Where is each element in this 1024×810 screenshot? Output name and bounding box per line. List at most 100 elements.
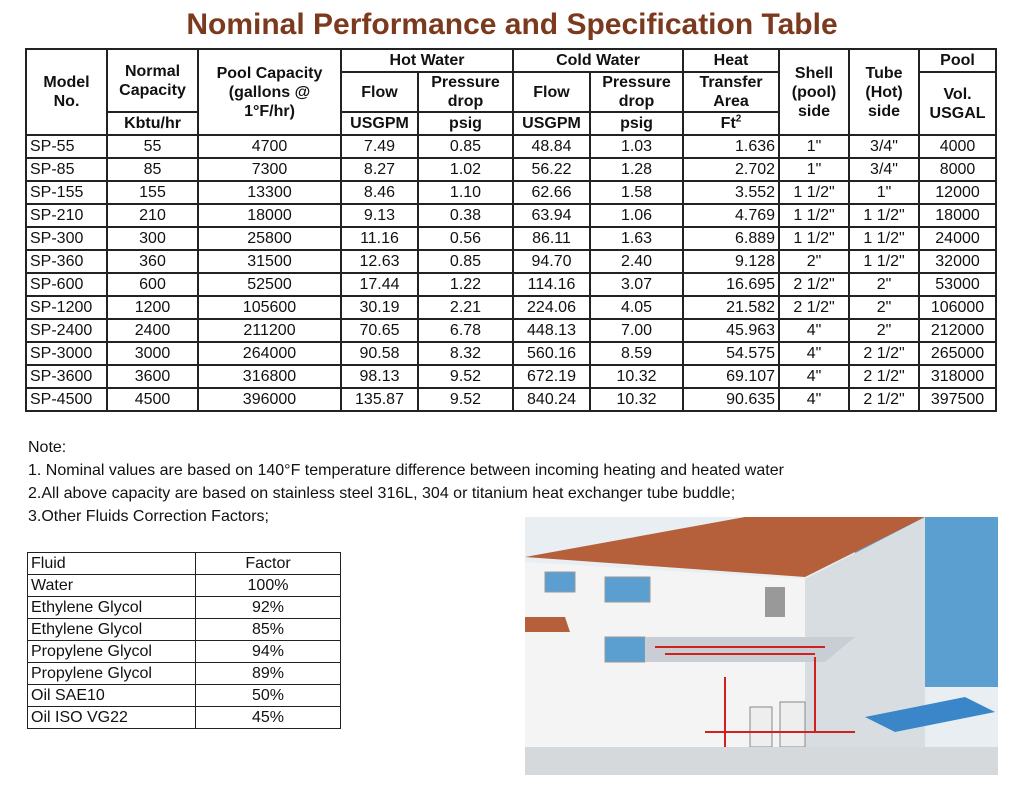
unit-ft-sup: 2 <box>735 113 742 125</box>
specification-table: Model No. Normal Capacity Pool Capacity … <box>25 48 998 412</box>
cell-hot-pressure: 9.52 <box>417 387 514 412</box>
cell-tube-side: 1 1/2" <box>848 226 921 251</box>
cell-cold-flow: 224.06 <box>512 295 591 320</box>
cell-factor: 94% <box>195 640 341 663</box>
cell-cold-pressure: 7.00 <box>588 318 685 343</box>
house-heating-illustration <box>525 517 998 775</box>
fluid-row: Propylene Glycol 94% <box>27 640 341 663</box>
cell-hot-pressure: 2.21 <box>417 295 514 320</box>
cell-cold-pressure: 1.28 <box>588 157 685 182</box>
cell-cold-flow: 86.11 <box>512 226 591 251</box>
cell-pool-vol: 12000 <box>918 180 998 205</box>
table-row: SP-155 155 13300 8.46 1.10 62.66 1.58 3.552 1 1/… <box>25 180 998 205</box>
cell-pool-capacity: 52500 <box>197 272 342 297</box>
note-3: 3.Other Fluids Correction Factors; <box>28 508 269 525</box>
cell-normal-capacity: 155 <box>106 180 199 205</box>
cell-tube-side: 3/4" <box>848 157 921 182</box>
fluid-row: Oil SAE10 50% <box>27 684 341 707</box>
cell-hot-flow: 70.65 <box>340 318 419 343</box>
cell-model: SP-1200 <box>25 295 108 320</box>
cell-hot-flow: 12.63 <box>340 249 419 274</box>
fluid-row: Ethylene Glycol 92% <box>27 596 341 619</box>
cell-pool-vol: 24000 <box>918 226 998 251</box>
cell-shell-side: 4" <box>778 318 851 343</box>
cell-hot-flow: 8.27 <box>340 157 419 182</box>
header-cold-water: Cold Water <box>511 48 685 73</box>
cell-tube-side: 1" <box>848 180 921 205</box>
cell-cold-pressure: 3.07 <box>588 272 685 297</box>
cell-cold-pressure: 2.40 <box>588 249 685 274</box>
cell-factor: 89% <box>195 662 341 685</box>
cell-transfer-area: 9.128 <box>682 249 781 274</box>
cell-pool-vol: 106000 <box>918 295 998 320</box>
table-row: SP-600 600 52500 17.44 1.22 114.16 3.07 16.695 2… <box>25 272 998 297</box>
fluid-row: Propylene Glycol 89% <box>27 662 341 685</box>
cell-pool-vol: 212000 <box>918 318 998 343</box>
cell-cold-pressure: 1.58 <box>588 180 685 205</box>
notes-heading: Note: <box>28 439 67 456</box>
cell-transfer-area: 1.636 <box>682 134 781 159</box>
cell-tube-side: 1 1/2" <box>848 203 921 228</box>
cell-pool-capacity: 18000 <box>197 203 342 228</box>
cell-model: SP-85 <box>25 157 108 182</box>
cell-transfer-area: 6.889 <box>682 226 781 251</box>
cell-hot-flow: 11.16 <box>340 226 419 251</box>
cell-hot-flow: 30.19 <box>340 295 419 320</box>
cell-cold-flow: 114.16 <box>512 272 591 297</box>
cell-model: SP-3000 <box>25 341 108 366</box>
cell-hot-flow: 98.13 <box>340 364 419 389</box>
cell-pool-capacity: 264000 <box>197 341 342 366</box>
cell-tube-side: 2" <box>848 295 921 320</box>
cell-hot-pressure: 6.78 <box>417 318 514 343</box>
cell-normal-capacity: 300 <box>106 226 199 251</box>
cell-cold-flow: 48.84 <box>512 134 591 159</box>
cell-fluid: Ethylene Glycol <box>27 618 196 641</box>
cell-cold-flow: 840.24 <box>512 387 591 412</box>
cell-factor: 92% <box>195 596 341 619</box>
unit-cold-usgpm: USGPM <box>512 111 591 136</box>
header-heat: Heat <box>682 48 781 73</box>
table-row: SP-3600 3600 316800 98.13 9.52 672.19 10.32 69.… <box>25 364 998 389</box>
cell-model: SP-360 <box>25 249 108 274</box>
header-hot-flow: Flow <box>340 71 419 113</box>
cell-transfer-area: 45.963 <box>682 318 781 343</box>
fluid-header-row: Fluid Factor <box>27 552 341 575</box>
cell-fluid: Ethylene Glycol <box>27 596 196 619</box>
table-row: SP-85 85 7300 8.27 1.02 56.22 1.28 2.702 1" 3/4" 8… <box>25 157 998 182</box>
cell-model: SP-55 <box>25 134 108 159</box>
cell-hot-pressure: 8.32 <box>417 341 514 366</box>
cell-normal-capacity: 3600 <box>106 364 199 389</box>
cell-hot-flow: 90.58 <box>340 341 419 366</box>
table-row: SP-3000 3000 264000 90.58 8.32 560.16 8.59 54.5… <box>25 341 998 366</box>
cell-normal-capacity: 2400 <box>106 318 199 343</box>
cell-shell-side: 1 1/2" <box>778 203 851 228</box>
cell-fluid: Oil ISO VG22 <box>27 706 196 729</box>
cell-shell-side: 2 1/2" <box>778 295 851 320</box>
cell-hot-flow: 7.49 <box>340 134 419 159</box>
fluid-row: Oil ISO VG22 45% <box>27 706 341 729</box>
cell-cold-pressure: 1.63 <box>588 226 685 251</box>
cell-model: SP-300 <box>25 226 108 251</box>
cell-transfer-area: 16.695 <box>682 272 781 297</box>
cell-cold-flow: 56.22 <box>512 157 591 182</box>
cell-model: SP-2400 <box>25 318 108 343</box>
cell-pool-capacity: 25800 <box>197 226 342 251</box>
cell-tube-side: 2 1/2" <box>848 364 921 389</box>
cell-hot-pressure: 0.85 <box>417 134 514 159</box>
cell-fluid: Propylene Glycol <box>27 662 196 685</box>
cell-shell-side: 4" <box>778 364 851 389</box>
cell-pool-vol: 32000 <box>918 249 998 274</box>
cell-transfer-area: 2.702 <box>682 157 781 182</box>
cell-hot-pressure: 0.56 <box>417 226 514 251</box>
cell-pool-vol: 4000 <box>918 134 998 159</box>
cell-factor: 50% <box>195 684 341 707</box>
cell-cold-pressure: 1.03 <box>588 134 685 159</box>
table-row: SP-300 300 25800 11.16 0.56 86.11 1.63 6.889 1 1… <box>25 226 998 251</box>
cell-pool-capacity: 105600 <box>197 295 342 320</box>
cell-hot-pressure: 0.38 <box>417 203 514 228</box>
cell-fluid: Oil SAE10 <box>27 684 196 707</box>
cell-pool-capacity: 7300 <box>197 157 342 182</box>
cell-factor: 100% <box>195 574 341 597</box>
header-cold-pressure: Pressure drop <box>588 71 685 113</box>
cell-shell-side: 4" <box>778 341 851 366</box>
